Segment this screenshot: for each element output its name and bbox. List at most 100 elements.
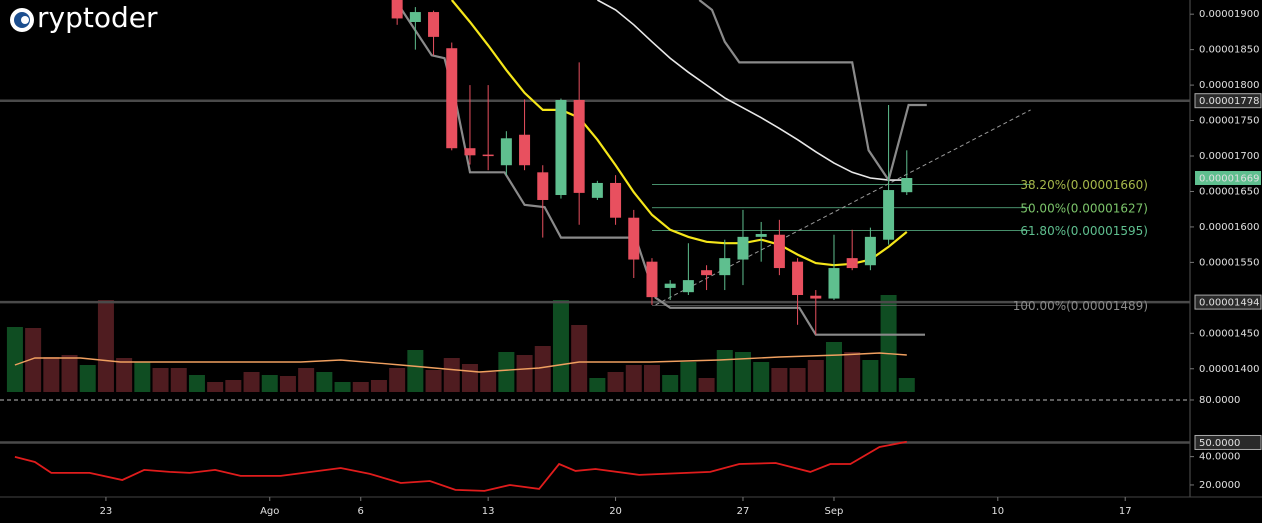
x-tick-label: Sep bbox=[825, 506, 844, 517]
candle-body bbox=[883, 190, 895, 240]
x-tick-label: 27 bbox=[737, 506, 750, 517]
candle-body bbox=[755, 234, 767, 237]
indicator-line bbox=[698, 0, 927, 183]
candle-body bbox=[773, 234, 785, 269]
indicator-line bbox=[394, 0, 925, 336]
volume-bar bbox=[516, 355, 533, 392]
volume-bar bbox=[898, 378, 915, 392]
candle-body bbox=[846, 258, 858, 269]
volume-bar bbox=[316, 372, 333, 392]
logo-text: ryptoder bbox=[37, 1, 158, 34]
indicator-line bbox=[450, 0, 908, 267]
volume-bar bbox=[134, 362, 151, 392]
price-pane: 38.20%(0.00001660) 50.00%(0.00001627) 61.8… bbox=[0, 0, 1190, 392]
volume-bar bbox=[43, 357, 60, 392]
volume-bar bbox=[243, 372, 260, 392]
candle-body bbox=[537, 172, 549, 200]
oscillator-pane bbox=[0, 399, 1190, 492]
candle-body bbox=[500, 138, 512, 166]
volume-bar bbox=[79, 365, 96, 392]
candle-body bbox=[810, 295, 822, 299]
volume-bar bbox=[170, 368, 187, 392]
volume-bar bbox=[61, 355, 78, 392]
candle-body bbox=[901, 177, 913, 193]
volume-bar bbox=[625, 365, 642, 392]
candle-body bbox=[628, 217, 640, 260]
volume-bar bbox=[680, 362, 697, 392]
volume-bar bbox=[443, 358, 460, 392]
candle-body bbox=[428, 12, 440, 37]
candle-body bbox=[555, 99, 567, 196]
volume-bar bbox=[571, 325, 588, 392]
price-box bbox=[1194, 294, 1262, 310]
volume-bar bbox=[188, 375, 205, 392]
volume-bar bbox=[152, 368, 169, 392]
volume-bar bbox=[552, 300, 569, 392]
y-tick-label: 0.00001750 bbox=[1199, 116, 1259, 127]
oscillator-line bbox=[14, 440, 907, 492]
y-tick-label: 80.0000 bbox=[1199, 395, 1240, 406]
volume-ma bbox=[14, 352, 907, 373]
volume-bar bbox=[225, 380, 242, 392]
volume-bar bbox=[698, 378, 715, 392]
volume-bar bbox=[771, 368, 788, 392]
y-tick-label: 40.0000 bbox=[1199, 452, 1240, 463]
logo-icon-core bbox=[21, 16, 29, 24]
price-box bbox=[1194, 93, 1262, 109]
volume-bar bbox=[116, 358, 133, 392]
indicator-line bbox=[597, 0, 907, 181]
y-tick-label: 0.00001850 bbox=[1199, 45, 1259, 56]
level-box-label: 50.0000 bbox=[1199, 438, 1240, 449]
fib-label: 50.00%(0.00001627) bbox=[1020, 201, 1148, 215]
volume-bar bbox=[844, 352, 861, 392]
volume-bar bbox=[407, 350, 424, 392]
y-tick-label: 0.00001600 bbox=[1199, 222, 1259, 233]
volume-bar bbox=[370, 380, 387, 392]
volume-bar bbox=[97, 300, 114, 392]
volume-bar bbox=[6, 327, 23, 392]
y-tick-label: 0.00001800 bbox=[1199, 80, 1259, 91]
volume-bar bbox=[298, 368, 315, 392]
volume-bar bbox=[207, 382, 224, 392]
y-tick-label: 0.00001900 bbox=[1199, 9, 1259, 20]
candle-body bbox=[482, 154, 494, 157]
y-tick-label: 0.00001650 bbox=[1199, 186, 1259, 197]
volume-bar bbox=[716, 350, 733, 392]
axes: 0.00001900 0.00001850 0.00001800 0.00001750… bbox=[100, 9, 1262, 517]
volume-bar bbox=[425, 370, 442, 392]
x-tick-label: 23 bbox=[100, 506, 113, 517]
volume-bar bbox=[334, 382, 351, 392]
logo: ryptoder bbox=[10, 1, 158, 34]
level-box bbox=[1194, 434, 1262, 450]
candle-body bbox=[737, 236, 749, 260]
volume-bar bbox=[789, 368, 806, 392]
y-tick-label: 0.00001700 bbox=[1199, 151, 1259, 162]
y-tick-label: 0.00001450 bbox=[1199, 328, 1259, 339]
volume-bar bbox=[607, 372, 624, 392]
volume-bar bbox=[389, 368, 406, 392]
candle-body bbox=[719, 258, 731, 276]
volume-bar bbox=[25, 328, 42, 392]
candle-body bbox=[864, 236, 876, 266]
x-tick-label: 20 bbox=[609, 506, 622, 517]
candle-body bbox=[664, 283, 676, 288]
fib-label: 100.00%(0.00001489) bbox=[1013, 299, 1148, 313]
x-tick-label: Ago bbox=[260, 506, 279, 517]
trendline bbox=[655, 109, 1031, 306]
x-tick-label: 10 bbox=[991, 506, 1004, 517]
volume-bar bbox=[461, 364, 478, 392]
volume-bar bbox=[589, 378, 606, 392]
y-tick-label: 0.00001550 bbox=[1199, 257, 1259, 268]
candle-body bbox=[391, 0, 403, 19]
candle-body bbox=[701, 270, 713, 276]
candle-body bbox=[591, 182, 603, 198]
volume-bar bbox=[279, 376, 296, 392]
x-tick-label: 6 bbox=[358, 506, 364, 517]
price-box-label: 0.00001778 bbox=[1199, 96, 1259, 107]
volume-bar bbox=[643, 365, 660, 392]
candle-body bbox=[409, 12, 421, 22]
candle-body bbox=[646, 261, 658, 298]
volume-bar bbox=[352, 382, 369, 392]
